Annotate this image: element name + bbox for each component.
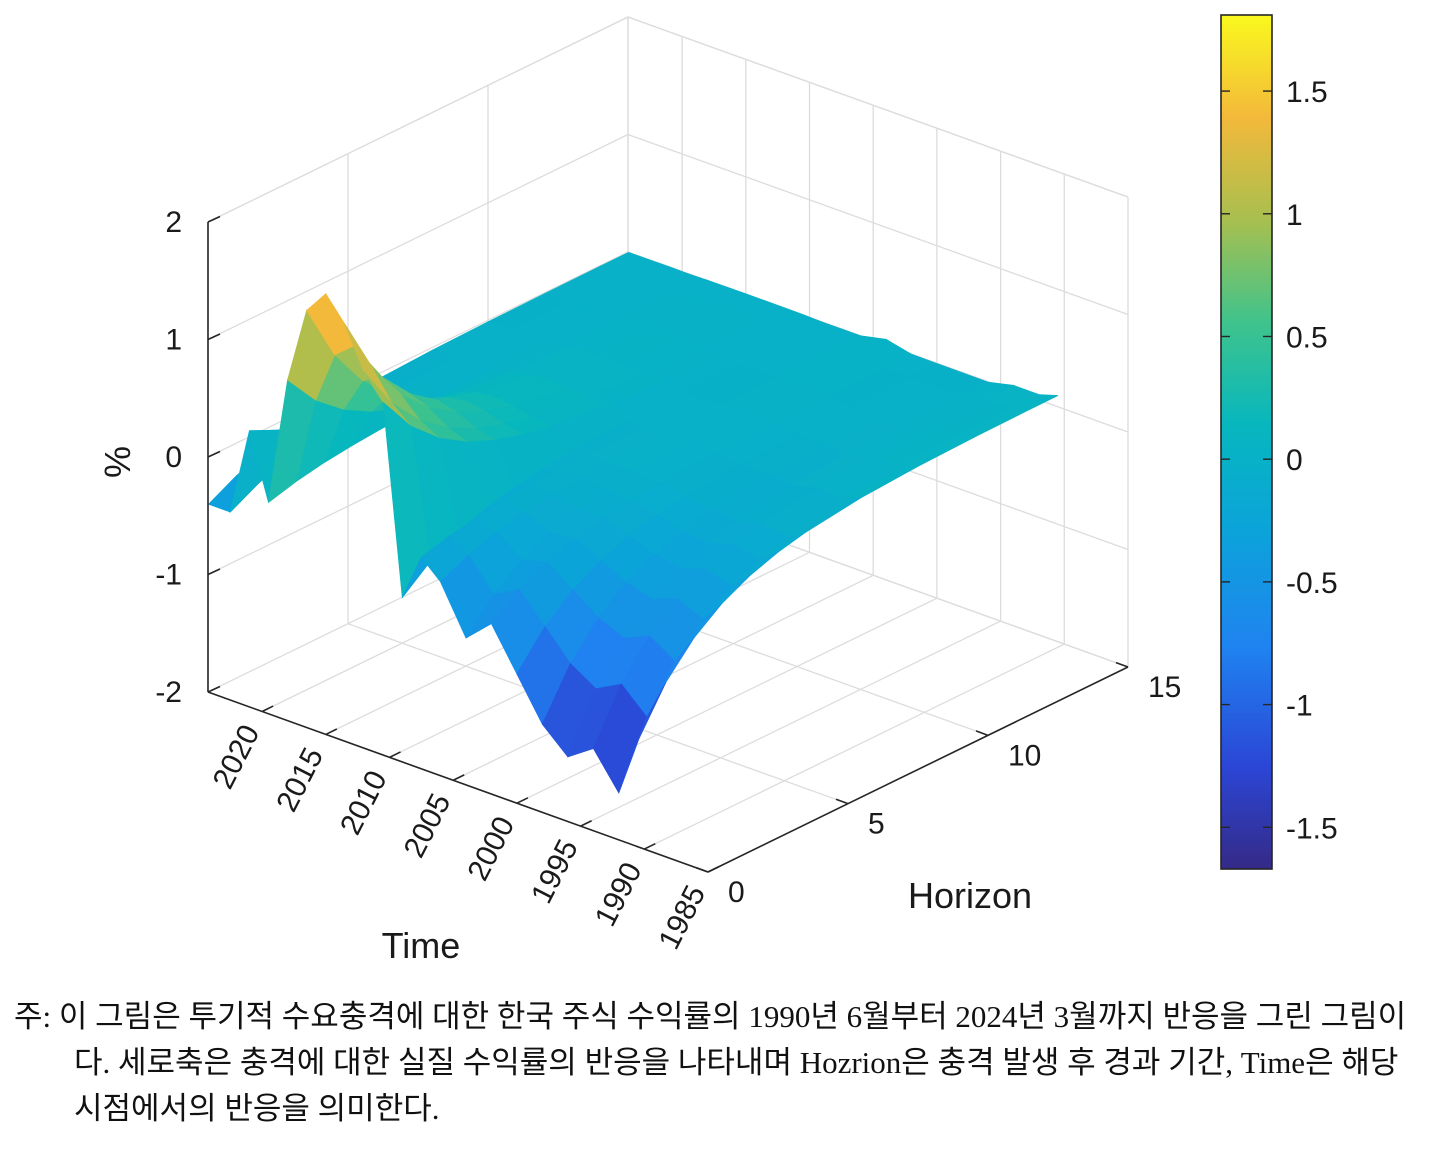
z-tick bbox=[207, 333, 221, 341]
grid-top-edge bbox=[207, 16, 1129, 223]
caption-prefix: 주: bbox=[14, 999, 52, 1034]
colorbar-gradient bbox=[1220, 14, 1273, 870]
time-tick bbox=[452, 774, 465, 781]
colorbar-tick-label: 1.5 bbox=[1286, 76, 1328, 109]
grid-line-z bbox=[207, 16, 1129, 223]
z-tick bbox=[207, 685, 221, 693]
time-tick bbox=[516, 797, 529, 804]
figure-caption: 주: 이 그림은 투기적 수요충격에 대한 한국 주식 수익률의 1990년 6… bbox=[14, 994, 1432, 1132]
axis-labels: % Time Horizon bbox=[97, 446, 1032, 966]
horizon-tick bbox=[975, 730, 989, 737]
colorbar-tick-label: -0.5 bbox=[1286, 567, 1338, 600]
surface-mesh bbox=[207, 251, 1059, 794]
time-axis-line bbox=[207, 691, 709, 873]
time-tick-label: 1995 bbox=[525, 834, 585, 908]
time-tick bbox=[261, 705, 274, 713]
time-tick-label: 2005 bbox=[398, 788, 458, 862]
time-tick-label: 2000 bbox=[461, 811, 521, 885]
horizon-tick-label: 15 bbox=[1148, 671, 1181, 704]
z-tick-label: -1 bbox=[155, 559, 182, 592]
time-tick bbox=[643, 842, 656, 850]
horizon-tick bbox=[835, 798, 849, 805]
time-tick-label: 1985 bbox=[653, 880, 713, 954]
horizon-axis-label: Horizon bbox=[908, 875, 1032, 916]
z-tick bbox=[207, 215, 221, 223]
z-tick bbox=[207, 568, 221, 576]
z-tick-label: -2 bbox=[155, 676, 182, 709]
time-tick-label: 2015 bbox=[270, 743, 330, 817]
z-tick-label: 0 bbox=[165, 441, 182, 474]
time-tick bbox=[707, 865, 720, 873]
caption-text: 이 그림은 투기적 수요충격에 대한 한국 주식 수익률의 1990년 6월부터… bbox=[58, 999, 1407, 1126]
colorbar-tick-label: -1 bbox=[1286, 690, 1313, 723]
time-axis-label: Time bbox=[382, 925, 461, 966]
horizon-axis-line bbox=[707, 666, 1129, 873]
time-tick bbox=[325, 728, 338, 736]
colorbar-tick-label: 0 bbox=[1286, 444, 1303, 477]
colorbar-tick-label: 1 bbox=[1286, 199, 1303, 232]
time-tick bbox=[389, 751, 401, 759]
horizon-tick-label: 0 bbox=[728, 876, 745, 909]
surface-chart: -2 -1 0 1 2 2020 2015 2010 2005 2000 1995 1990 1985 0… bbox=[97, 14, 1338, 966]
z-tick-label: 2 bbox=[165, 206, 182, 239]
grid-line-horizon bbox=[347, 153, 849, 805]
horizon-tick-label: 5 bbox=[868, 808, 885, 841]
colorbar-tick-label: -1.5 bbox=[1286, 812, 1338, 845]
colorbar: 1.5 1 0.5 0 -0.5 -1 -1.5 bbox=[1220, 14, 1338, 870]
time-tick-label: 2020 bbox=[207, 720, 267, 794]
time-tick-label: 2010 bbox=[334, 766, 394, 840]
time-tick-label: 1990 bbox=[589, 857, 649, 931]
horizon-tick-label: 10 bbox=[1008, 739, 1041, 772]
surface-patch bbox=[618, 682, 667, 794]
z-axis-label: % bbox=[97, 446, 138, 478]
horizon-tick bbox=[695, 866, 709, 873]
z-tick-label: 1 bbox=[165, 324, 182, 357]
time-tick bbox=[580, 820, 592, 827]
z-tick bbox=[207, 450, 221, 458]
horizon-tick bbox=[1115, 661, 1129, 668]
colorbar-tick-label: 0.5 bbox=[1286, 321, 1328, 354]
